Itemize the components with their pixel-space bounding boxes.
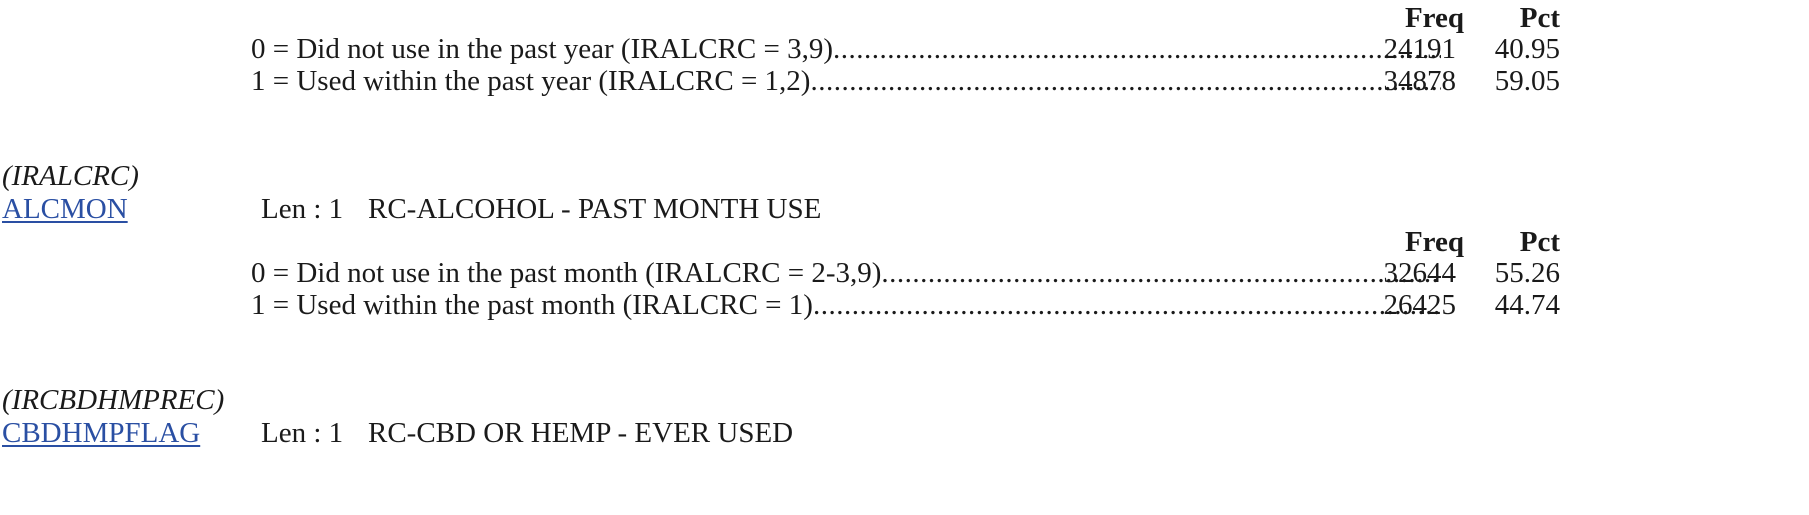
response-label: 1 = Used within the past year (IRALCRC =…	[251, 67, 811, 96]
response-row-1-0: 0 = Did not use in the past year (IRALCR…	[251, 35, 1441, 64]
response-row-2-1: 1 = Used within the past month (IRALCRC …	[251, 291, 1441, 320]
response-label: 0 = Did not use in the past month (IRALC…	[251, 259, 882, 288]
variable-description: RC-ALCOHOL - PAST MONTH USE	[368, 193, 822, 225]
pct-value: 44.74	[1494, 289, 1560, 321]
freq-header-2: Freq	[1404, 226, 1464, 258]
pct-value: 59.05	[1494, 65, 1560, 97]
leader-dots	[881, 259, 1441, 288]
freq-value: 26425	[1383, 289, 1457, 321]
variable-description: RC-CBD OR HEMP - EVER USED	[368, 417, 794, 449]
leader-dots	[810, 67, 1441, 96]
pct-header-2: Pct	[1519, 226, 1560, 258]
leader-dots	[833, 35, 1441, 64]
pct-value: 40.95	[1494, 33, 1560, 65]
variable-length: Len : 1	[261, 417, 344, 449]
freq-header-1: Freq	[1404, 2, 1464, 34]
leader-dots	[813, 291, 1441, 320]
variable-link-cbdhmpflag[interactable]: CBDHMPFLAG	[2, 417, 201, 449]
response-row-1-1: 1 = Used within the past year (IRALCRC =…	[251, 67, 1441, 96]
response-label: 0 = Did not use in the past year (IRALCR…	[251, 35, 834, 64]
response-label: 1 = Used within the past month (IRALCRC …	[251, 291, 813, 320]
variable-alias-ircbdhmprec: (IRCBDHMPREC)	[2, 384, 225, 416]
pct-value: 55.26	[1494, 257, 1560, 289]
response-row-2-0: 0 = Did not use in the past month (IRALC…	[251, 259, 1441, 288]
pct-header-1: Pct	[1519, 2, 1560, 34]
variable-link-alcmon[interactable]: ALCMON	[2, 193, 128, 225]
freq-value: 24191	[1383, 33, 1457, 65]
variable-alias-iralcrc: (IRALCRC)	[2, 160, 139, 192]
freq-value: 34878	[1383, 65, 1457, 97]
freq-value: 32644	[1383, 257, 1457, 289]
variable-length: Len : 1	[261, 193, 344, 225]
